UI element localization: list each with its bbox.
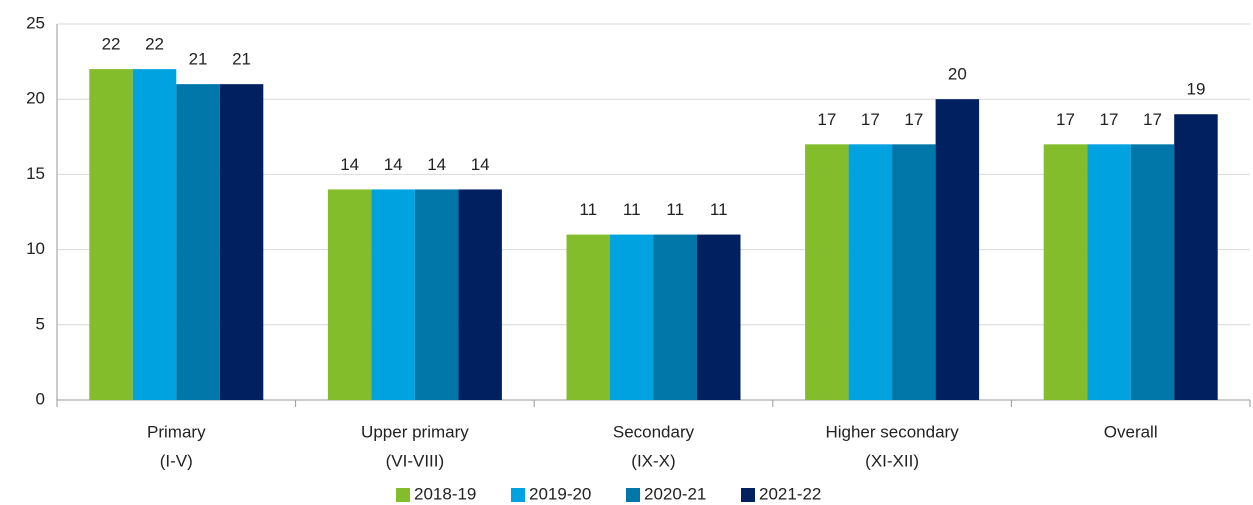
data-label: 22 <box>145 35 164 54</box>
data-label: 14 <box>340 155 359 174</box>
bar <box>892 144 936 400</box>
bar <box>848 144 893 400</box>
bar <box>176 84 220 400</box>
bar <box>805 144 849 400</box>
y-tick-label: 20 <box>26 89 45 108</box>
data-label: 21 <box>189 50 208 69</box>
data-label: 22 <box>102 35 121 54</box>
data-label: 17 <box>904 110 923 129</box>
data-label: 19 <box>1186 80 1205 99</box>
bar <box>327 189 372 400</box>
data-label: 11 <box>710 200 728 219</box>
x-tick-label: Upper primary <box>361 422 469 441</box>
y-tick-label: 25 <box>26 13 45 32</box>
x-tick-label: Higher secondary <box>825 422 959 441</box>
legend-label: 2021-22 <box>759 484 821 503</box>
bar <box>132 69 177 401</box>
x-tick-label: Secondary <box>613 422 695 441</box>
data-label: 14 <box>427 155 446 174</box>
legend-swatch <box>626 488 640 502</box>
y-tick-label: 0 <box>36 389 45 408</box>
data-label: 17 <box>1143 110 1162 129</box>
y-tick-label: 10 <box>26 239 45 258</box>
data-label: 11 <box>666 200 684 219</box>
bar <box>89 69 133 401</box>
legend-label: 2020-21 <box>644 484 706 503</box>
bar <box>697 234 741 400</box>
x-tick-label: (VI-VIII) <box>386 451 445 470</box>
legend-swatch <box>741 488 755 502</box>
data-label: 20 <box>948 65 967 84</box>
y-tick-label: 5 <box>36 314 45 333</box>
data-label: 14 <box>471 155 490 174</box>
legend-swatch <box>511 488 525 502</box>
bar <box>219 84 264 400</box>
bar <box>1130 144 1175 400</box>
bar <box>1174 114 1218 401</box>
legend-swatch <box>396 488 410 502</box>
bar <box>1087 144 1131 400</box>
x-tick-label: (XI-XII) <box>865 451 919 470</box>
data-label: 14 <box>384 155 403 174</box>
data-label: 17 <box>1099 110 1118 129</box>
x-tick-label: (IX-X) <box>631 451 675 470</box>
data-label: 17 <box>817 110 836 129</box>
data-label: 11 <box>623 200 641 219</box>
x-tick-label: (I-V) <box>160 451 193 470</box>
bar <box>371 189 415 400</box>
legend-label: 2019-20 <box>529 484 591 503</box>
x-tick-label: Primary <box>147 422 206 441</box>
bar <box>653 234 697 400</box>
data-label: 11 <box>579 200 597 219</box>
bar <box>414 189 459 400</box>
y-tick-label: 15 <box>26 164 45 183</box>
bar <box>935 99 980 400</box>
bar <box>1043 144 1088 400</box>
bar <box>566 234 610 400</box>
data-label: 17 <box>1056 110 1075 129</box>
legend-label: 2018-19 <box>414 484 476 503</box>
bar <box>610 234 654 400</box>
bar <box>458 189 502 400</box>
x-tick-label: Overall <box>1104 422 1158 441</box>
data-label: 17 <box>861 110 880 129</box>
data-label: 21 <box>232 50 251 69</box>
